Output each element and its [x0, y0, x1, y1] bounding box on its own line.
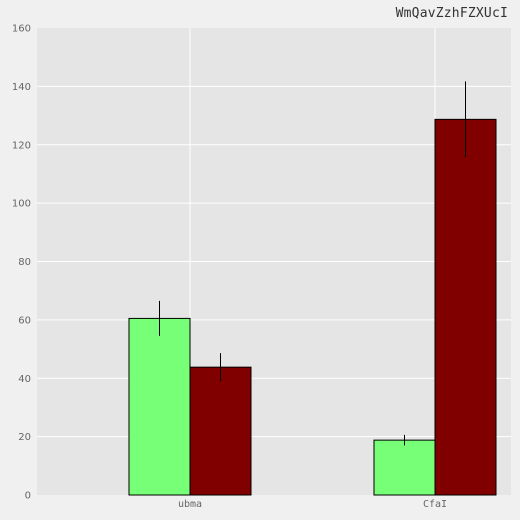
error-bars — [159, 81, 466, 446]
y-tick-label: 20 — [18, 432, 31, 443]
y-tick-label: 100 — [12, 199, 31, 210]
y-tick-label: 160 — [12, 24, 31, 35]
y-tick-label: 40 — [18, 374, 31, 385]
x-tick-label: CfaI — [423, 499, 447, 510]
y-tick-label: 140 — [12, 82, 31, 93]
y-axis: 0 20 40 60 80 100 120 140 160 — [12, 24, 31, 502]
x-axis: ubma CfaI — [178, 499, 447, 510]
y-tick-label: 60 — [18, 315, 31, 326]
x-tick-label: ubma — [178, 499, 202, 510]
bar — [128, 317, 191, 496]
y-tick-label: 80 — [18, 257, 31, 268]
chart-title: WmQavZzhFZXUcI — [395, 6, 508, 21]
bars — [128, 118, 497, 496]
y-tick-label: 0 — [25, 491, 31, 502]
y-tick-label: 120 — [12, 140, 31, 151]
bar — [434, 118, 497, 496]
bar — [373, 439, 436, 496]
bar — [189, 366, 252, 496]
